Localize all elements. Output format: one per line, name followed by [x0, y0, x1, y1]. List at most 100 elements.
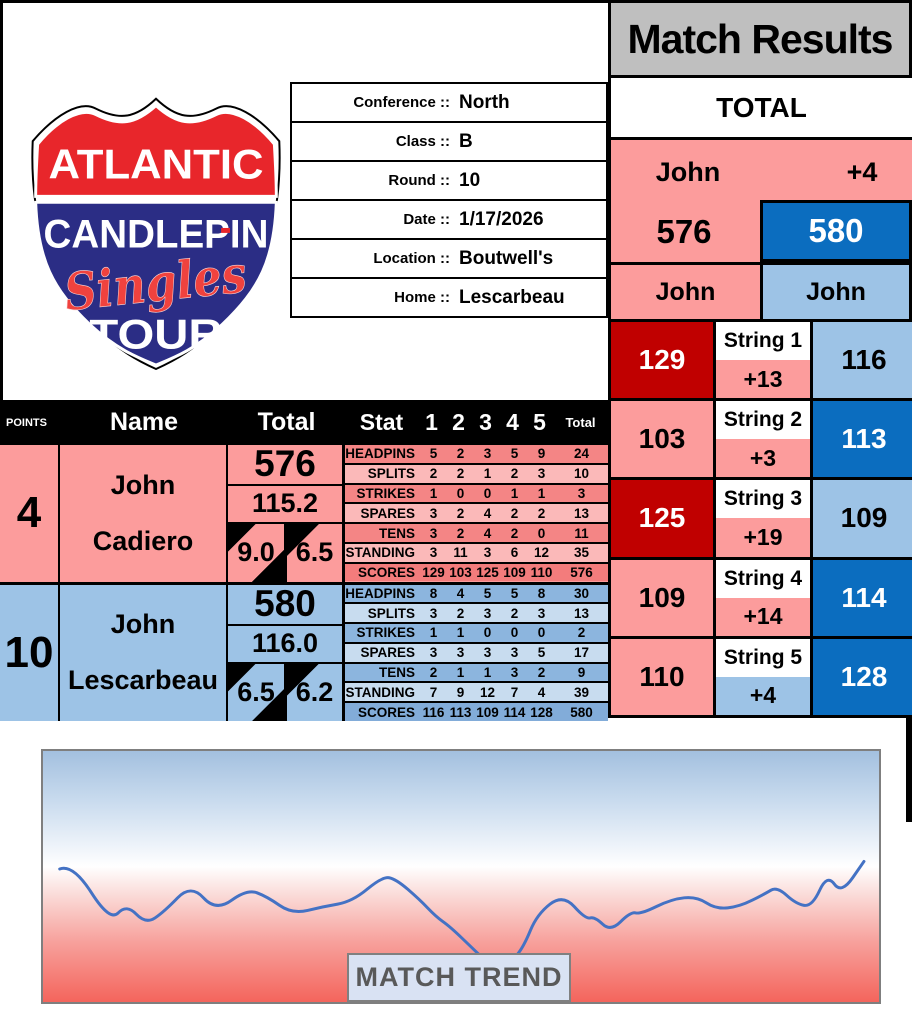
stat-label: SPARES [360, 645, 415, 661]
player-name-cell: John Cadiero [60, 445, 228, 582]
stat-value: 1 [456, 625, 465, 641]
stat-value: 8 [429, 585, 438, 601]
stat-value: 129 [422, 565, 445, 581]
stat-value: 109 [503, 565, 526, 581]
match-trend-label: MATCH TREND [347, 953, 571, 1002]
player-average-a: 9.0 [228, 524, 287, 582]
logo-pin-accent [221, 227, 230, 233]
right-player-total: 580 [760, 200, 912, 262]
player-stat-rows: HEADPINS 8 4 5 5 8 30 SPLITS 3 2 3 2 3 13 STRIKES 1 1 0 0 0… [345, 584, 608, 722]
stat-value: 7 [510, 684, 519, 700]
string-right-score: 109 [813, 480, 912, 557]
player-name-cell: John Lescarbeau [60, 584, 228, 721]
stat-value: 3 [537, 605, 546, 621]
info-row-value: B [459, 130, 473, 152]
stat-row: STRIKES 1 1 0 0 0 2 [345, 622, 608, 642]
winner-name: John [655, 156, 721, 187]
player-total-score: 580 [228, 585, 342, 626]
player-row: 10 John Lescarbeau 580 116.0 6.5 6.2 HEADPINS 8 4… [0, 581, 608, 722]
stat-total: 30 [573, 585, 590, 601]
logo-text-atlantic: ATLANTIC [48, 142, 263, 188]
stat-value: 4 [483, 525, 492, 541]
stat-label: HEADPINS [345, 446, 415, 462]
player-total-score: 576 [228, 445, 342, 486]
stat-label: TENS [378, 665, 415, 681]
player-average-b: 6.2 [287, 663, 342, 721]
header-game-number: 2 [452, 409, 465, 435]
string-right-score: 113 [813, 401, 912, 478]
stat-value: 2 [510, 466, 519, 482]
logo-crest-red [34, 103, 278, 198]
stat-total: 576 [570, 565, 593, 581]
stat-row: SPARES 3 2 4 2 2 13 [345, 502, 608, 523]
stat-row: HEADPINS 8 4 5 5 8 30 [345, 584, 608, 603]
stat-value: 125 [476, 565, 499, 581]
stat-value: 3 [456, 645, 465, 661]
player-average-b: 6.5 [287, 524, 342, 582]
player-points: 4 [0, 445, 60, 582]
info-row: Location :: Boutwell's [292, 240, 606, 279]
stat-value: 3 [483, 545, 492, 561]
stat-value: 5 [510, 446, 519, 462]
stat-label: SCORES [357, 565, 415, 581]
header-game-number: 4 [506, 409, 519, 435]
stat-row: SPLITS 2 2 1 2 3 10 [345, 462, 608, 483]
string-left-score: 109 [611, 559, 713, 636]
stat-value: 6 [510, 545, 519, 561]
stat-value: 3 [483, 605, 492, 621]
stat-value: 5 [510, 585, 519, 601]
stat-value: 4 [456, 585, 465, 601]
stat-total: 3 [577, 485, 586, 501]
stat-total: 13 [573, 505, 590, 521]
string-label: String 1 [716, 322, 810, 361]
stat-value: 11 [453, 545, 468, 561]
string-margin: +14 [716, 597, 810, 636]
stat-value: 2 [429, 466, 438, 482]
stat-value: 3 [429, 505, 438, 521]
stat-label: SPARES [360, 505, 415, 521]
stat-value: 109 [476, 704, 499, 720]
stat-label: STRIKES [356, 485, 415, 501]
stat-value: 113 [449, 704, 472, 720]
string-label: String 4 [716, 559, 810, 598]
player-last-name: Cadiero [92, 525, 194, 556]
total-section-title: TOTAL [608, 78, 912, 140]
string-right-score: 128 [813, 638, 912, 715]
stat-value: 110 [530, 565, 553, 581]
stat-value: 5 [483, 585, 492, 601]
stat-total: 10 [573, 466, 590, 482]
stat-value: 0 [483, 485, 492, 501]
header-game-number: 5 [533, 409, 546, 435]
stat-value: 3 [429, 545, 438, 561]
page-title: Match Results [608, 0, 912, 78]
stat-total: 13 [573, 605, 590, 621]
strings-grid: 129 String 1 +13 116 103 String 2 +3 113 125 Stri… [608, 322, 912, 718]
header-name: Name [109, 408, 179, 436]
stat-row: SPLITS 3 2 3 2 3 13 [345, 602, 608, 623]
string-row: 110 String 5 +4 128 [611, 638, 912, 718]
stat-value: 1 [483, 665, 492, 681]
stat-value: 3 [429, 605, 438, 621]
stat-value: 8 [537, 585, 546, 601]
stat-total: 17 [573, 645, 590, 661]
string-left-score: 103 [611, 401, 713, 478]
stat-total: 2 [577, 625, 586, 641]
info-row-label: Class :: [395, 133, 450, 150]
logo-text-candlepin: CANDLEPIN [44, 213, 269, 257]
stat-value: 12 [479, 684, 496, 700]
trend-line [58, 859, 866, 969]
stat-value: 2 [510, 605, 519, 621]
stat-value: 114 [503, 704, 526, 720]
stat-value: 0 [537, 525, 546, 541]
info-row: Date :: 1/17/2026 [292, 201, 606, 240]
stat-value: 116 [422, 704, 445, 720]
logo-shield-blue [34, 200, 278, 367]
player-total-column: 580 116.0 6.5 6.2 [228, 584, 345, 721]
right-player-name: John [763, 265, 909, 319]
stat-value: 3 [537, 466, 546, 482]
frame-top-border [0, 0, 912, 3]
string-label-cell: String 3 +19 [713, 480, 813, 557]
